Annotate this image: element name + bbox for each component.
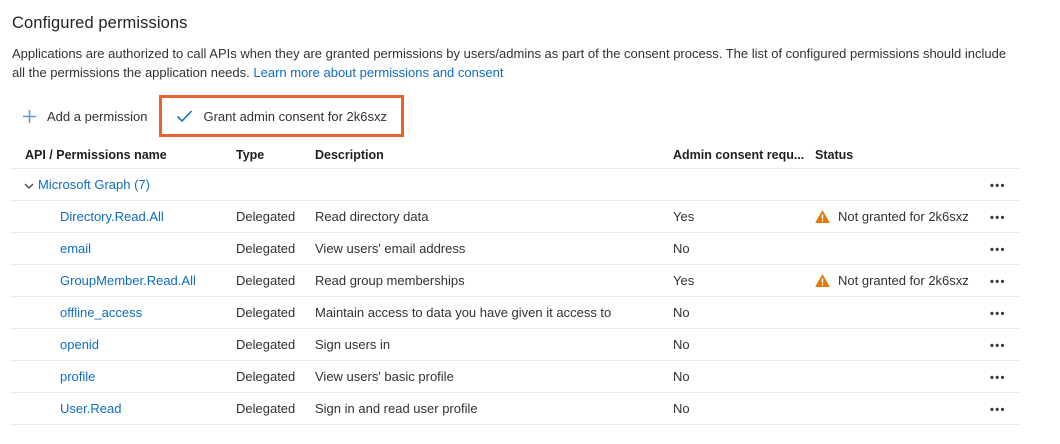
ellipsis-menu-icon[interactable]: ••• — [989, 372, 1006, 384]
permission-name-cell: offline_access — [10, 305, 236, 320]
permission-name-link[interactable]: Directory.Read.All — [60, 209, 164, 224]
description-line-2: all the permissions the application need… — [12, 65, 250, 80]
ellipsis-menu-icon[interactable]: ••• — [989, 404, 1006, 416]
permission-type-cell: Delegated — [236, 273, 296, 288]
table-row: GroupMember.Read.All Delegated Read grou… — [10, 265, 1020, 297]
add-permission-button[interactable]: Add a permission — [12, 98, 157, 134]
admin-consent-required-cell: No — [673, 305, 690, 320]
permission-name-link[interactable]: GroupMember.Read.All — [60, 273, 196, 288]
header-api-permissions-name[interactable]: API / Permissions name — [25, 147, 167, 162]
table-row: User.Read Delegated Sign in and read use… — [10, 393, 1020, 425]
permission-type-cell: Delegated — [236, 305, 296, 320]
permission-name-cell: email — [10, 241, 236, 256]
permission-type-cell: Delegated — [236, 401, 296, 416]
chevron-down-icon[interactable] — [23, 180, 35, 192]
permission-type-cell: Delegated — [236, 337, 296, 352]
header-status[interactable]: Status — [815, 147, 854, 162]
ellipsis-menu-icon[interactable]: ••• — [989, 276, 1006, 288]
permission-name-link[interactable]: User.Read — [60, 401, 122, 416]
permission-name-cell: Directory.Read.All — [10, 209, 236, 224]
table-row: offline_access Delegated Maintain access… — [10, 297, 1020, 329]
permissions-table: API / Permissions name Type Description … — [10, 141, 1020, 425]
grant-admin-consent-button[interactable]: Grant admin consent for 2k6sxz — [166, 98, 397, 134]
permission-status-cell: Not granted for 2k6sxz — [815, 273, 975, 288]
header-admin-consent-required[interactable]: Admin consent requ... — [673, 147, 805, 162]
permission-status-cell: Not granted for 2k6sxz — [815, 209, 975, 224]
permission-description-cell: Read group memberships — [315, 273, 465, 288]
table-row: Directory.Read.All Delegated Read direct… — [10, 201, 1020, 233]
permission-name-cell: openid — [10, 337, 236, 352]
table-row: openid Delegated Sign users in No ••• — [10, 329, 1020, 361]
permission-name-link[interactable]: offline_access — [60, 305, 143, 320]
admin-consent-required-cell: Yes — [673, 273, 695, 288]
permission-name-link[interactable]: openid — [60, 337, 100, 352]
ellipsis-menu-icon[interactable]: ••• — [989, 340, 1006, 352]
permission-type-cell: Delegated — [236, 369, 296, 384]
row-actions-cell: ••• — [975, 305, 1020, 320]
api-group-actions-cell: ••• — [975, 177, 1020, 192]
page-description: Applications are authorized to call APIs… — [12, 44, 1048, 82]
row-actions-cell: ••• — [975, 337, 1020, 352]
permission-rows: Directory.Read.All Delegated Read direct… — [10, 201, 1020, 425]
permission-description-cell: View users' basic profile — [315, 369, 454, 384]
permission-description-cell: View users' email address — [315, 241, 466, 256]
permission-description-cell: Sign in and read user profile — [315, 401, 478, 416]
permission-type-cell: Delegated — [236, 209, 296, 224]
api-group-row: Microsoft Graph (7) ••• — [10, 169, 1020, 201]
admin-consent-required-cell: No — [673, 369, 690, 384]
plus-icon — [22, 109, 37, 124]
ellipsis-menu-icon[interactable]: ••• — [989, 244, 1006, 256]
permission-name-cell: GroupMember.Read.All — [10, 273, 236, 288]
status-text: Not granted for 2k6sxz — [838, 209, 969, 224]
permission-name-cell: User.Read — [10, 401, 236, 416]
warning-triangle-icon — [815, 274, 830, 287]
row-actions-cell: ••• — [975, 401, 1020, 416]
warning-triangle-icon — [815, 210, 830, 223]
api-group-cell: Microsoft Graph (7) — [10, 177, 975, 192]
annotation-highlight-box: Grant admin consent for 2k6sxz — [159, 95, 404, 137]
add-permission-label: Add a permission — [47, 108, 148, 124]
permission-type-cell: Delegated — [236, 241, 296, 256]
checkmark-icon — [176, 109, 193, 123]
learn-more-link[interactable]: Learn more about permissions and consent — [253, 65, 504, 80]
admin-consent-required-cell: No — [673, 241, 690, 256]
admin-consent-required-cell: No — [673, 401, 690, 416]
api-group-link[interactable]: Microsoft Graph (7) — [38, 177, 150, 192]
permissions-toolbar: Add a permission Grant admin consent for… — [12, 93, 1048, 139]
row-actions-cell: ••• — [975, 209, 1020, 224]
permission-description-cell: Maintain access to data you have given i… — [315, 305, 612, 320]
table-header-row: API / Permissions name Type Description … — [10, 141, 1020, 169]
permission-description-cell: Sign users in — [315, 337, 391, 352]
row-actions-cell: ••• — [975, 273, 1020, 288]
header-description[interactable]: Description — [315, 147, 384, 162]
ellipsis-menu-icon[interactable]: ••• — [989, 308, 1006, 320]
permission-name-link[interactable]: email — [60, 241, 92, 256]
table-row: profile Delegated View users' basic prof… — [10, 361, 1020, 393]
ellipsis-menu-icon[interactable]: ••• — [989, 212, 1006, 224]
row-actions-cell: ••• — [975, 241, 1020, 256]
grant-admin-consent-label: Grant admin consent for 2k6sxz — [203, 108, 387, 124]
configured-permissions-panel: Configured permissions Applications are … — [10, 14, 1048, 425]
admin-consent-required-cell: No — [673, 337, 690, 352]
permission-description-cell: Read directory data — [315, 209, 429, 224]
row-actions-cell: ••• — [975, 369, 1020, 384]
admin-consent-required-cell: Yes — [673, 209, 695, 224]
header-type[interactable]: Type — [236, 147, 265, 162]
page-title: Configured permissions — [12, 14, 188, 32]
ellipsis-menu-icon[interactable]: ••• — [989, 180, 1006, 192]
permission-name-link[interactable]: profile — [60, 369, 96, 384]
status-text: Not granted for 2k6sxz — [838, 273, 969, 288]
table-row: email Delegated View users' email addres… — [10, 233, 1020, 265]
description-line-1: Applications are authorized to call APIs… — [12, 46, 1007, 61]
permission-name-cell: profile — [10, 369, 236, 384]
